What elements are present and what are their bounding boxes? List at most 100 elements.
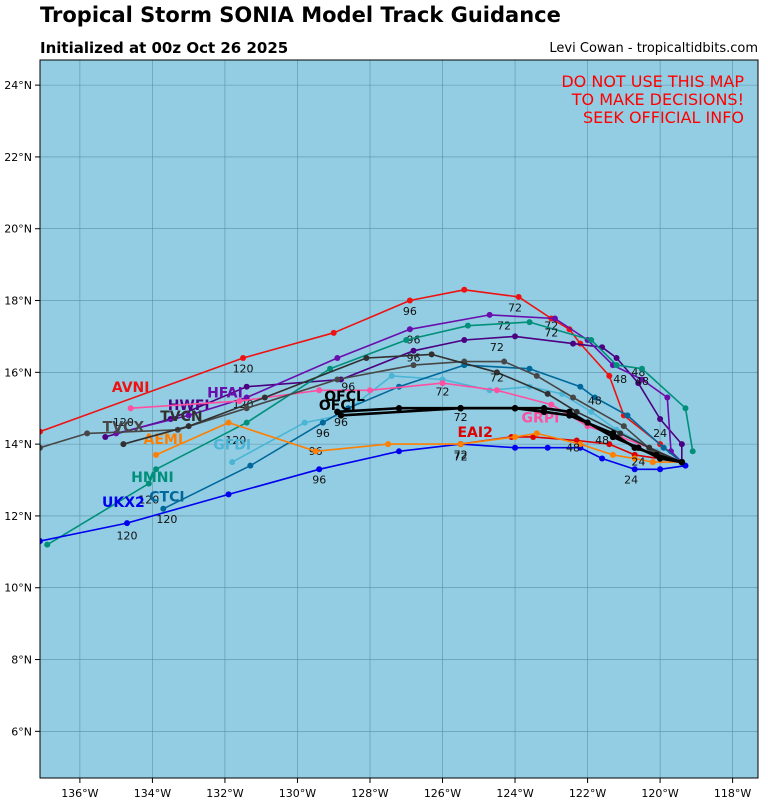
track-point-tvcn (573, 408, 580, 415)
track-point-hmni (243, 419, 250, 426)
track-point-grpi (366, 387, 373, 394)
track-point-hmni (327, 365, 334, 372)
y-tick-label: 20°N (4, 223, 32, 236)
track-point-ukx2 (631, 466, 638, 473)
track-point-ukx2 (40, 538, 43, 545)
track-point-tvcn (261, 394, 268, 401)
model-label-aemi: AEMI (144, 432, 184, 448)
chart-title: Tropical Storm SONIA Model Track Guidanc… (40, 3, 561, 27)
track-point-hmni (638, 365, 645, 372)
y-tick-label: 18°N (4, 295, 32, 308)
track-point-tvcn (120, 441, 127, 448)
y-tick-label: 22°N (4, 151, 32, 164)
forecast-hour-label: 72 (454, 450, 468, 463)
forecast-hour-label: 96 (334, 416, 348, 429)
forecast-hour-label: 72 (490, 371, 504, 384)
track-point-grpi (548, 401, 555, 408)
forecast-hour-label: 72 (508, 301, 522, 314)
forecast-hour-label: 48 (635, 375, 649, 388)
track-point-ofci (631, 444, 638, 451)
track-point-hwfi (410, 347, 417, 354)
track-point-ctci (624, 412, 631, 419)
track-point-ukx2 (599, 455, 606, 462)
x-tick-label: 130°W (279, 787, 316, 800)
track-point-aemi (512, 433, 519, 440)
forecast-hour-label: 96 (312, 474, 326, 487)
model-tracks: 24 48 72 96 120 AVNI 48 72 96 HWFI 48 72 120 HFAI 72 96… (40, 286, 696, 548)
track-point-ofcl (395, 405, 403, 412)
track-point-ukx2 (396, 448, 402, 455)
track-point-tvcx (40, 444, 43, 451)
track-point-ctci (660, 444, 667, 451)
track-point-hmni (689, 448, 696, 455)
track-point-aemi (225, 419, 232, 426)
track-point-tvcx (533, 372, 540, 379)
x-tick-label: 128°W (351, 787, 388, 800)
track-line-hwfi (105, 335, 683, 463)
track-point-hfai (638, 376, 645, 383)
model-label-grpi: GRPI (522, 411, 560, 427)
track-point-tvcn (646, 444, 653, 451)
track-point-tvcx (334, 376, 341, 383)
track-point-ukx2 (316, 466, 323, 473)
track-point-tvcx (243, 405, 250, 412)
forecast-hour-label: 72 (490, 341, 504, 354)
model-label-tvcn: TVCN (160, 409, 202, 425)
track-point-hmni (44, 541, 51, 548)
y-tick-label: 8°N (11, 654, 32, 667)
x-tick-label: 134°W (134, 787, 171, 800)
model-label-hfai: HFAI (207, 385, 243, 401)
forecast-hour-label: 120 (225, 434, 246, 447)
track-point-avni (406, 297, 413, 304)
x-tick-label: 118°W (714, 787, 751, 800)
track-point-ofci (337, 412, 345, 419)
track-point-hwfi (512, 333, 519, 340)
track-point-ofci (457, 405, 464, 412)
forecast-hour-label: 120 (233, 362, 254, 375)
track-point-gfdi (229, 459, 236, 466)
track-point-avni (461, 286, 468, 293)
x-tick-label: 136°W (61, 787, 98, 800)
forecast-hour-label: 96 (341, 380, 355, 393)
model-label-tvcx: TVCX (103, 420, 145, 436)
track-hmni: 72 96 120 HMNI (44, 319, 696, 548)
track-point-aemi (631, 455, 638, 462)
ocean-background (40, 60, 758, 778)
forecast-hour-label: 120 (138, 493, 159, 506)
track-point-ofci (511, 405, 519, 412)
forecast-hour-label: 48 (588, 395, 602, 408)
x-tick-label: 126°W (424, 787, 461, 800)
track-point-gfdi (588, 408, 595, 415)
forecast-hour-label: 72 (454, 411, 468, 424)
y-tick-label: 16°N (4, 366, 32, 379)
track-point-grpi (316, 387, 323, 394)
track-point-grpi (127, 405, 134, 412)
track-point-tvcn (493, 369, 500, 376)
track-point-hfai (406, 326, 413, 333)
forecast-hour-label: 48 (566, 441, 580, 454)
grid (40, 60, 758, 778)
warning-line: DO NOT USE THIS MAP (561, 72, 744, 91)
warning-line: TO MAKE DECISIONS! (571, 90, 744, 109)
track-point-hfai (551, 315, 558, 322)
track-point-ofci (566, 412, 573, 419)
model-label-eai2: EAI2 (457, 425, 492, 441)
track-point-tvcx (620, 423, 627, 430)
forecast-hour-label: 72 (454, 448, 468, 461)
track-point-ukx2 (124, 520, 131, 527)
track-point-tvcx (410, 362, 417, 369)
forecast-hour-label: 96 (316, 427, 330, 440)
model-label-avni: AVNI (112, 380, 150, 396)
track-point-ukx2 (657, 466, 664, 473)
forecast-hour-label: 24 (653, 427, 667, 440)
track-point-tvcx (570, 394, 577, 401)
model-label-ukx2: UKX2 (102, 495, 145, 511)
track-point-hmni (526, 319, 533, 326)
track-point-hwfi (570, 340, 577, 347)
track-point-ctci (345, 405, 352, 412)
track-point-hfai (185, 412, 192, 419)
model-label-hwfi: HWFI (168, 398, 210, 414)
plot-border (39, 59, 759, 779)
track-point-hwfi (613, 354, 620, 361)
